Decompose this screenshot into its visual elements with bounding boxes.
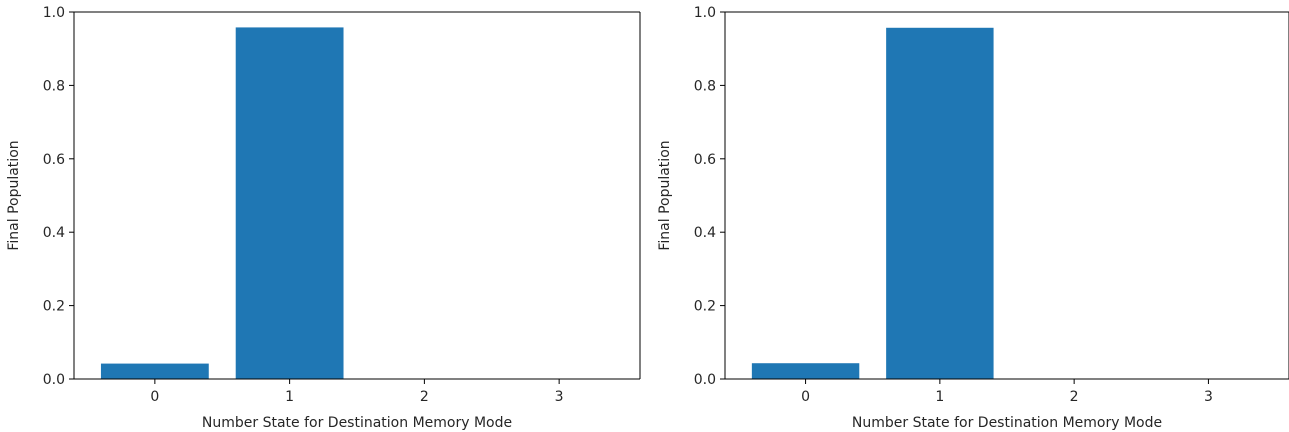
y-tick-label: 0.0 [694, 372, 716, 388]
bar-0 [751, 363, 860, 379]
y-tick-label: 1.0 [43, 5, 65, 21]
y-tick-label: 1.0 [694, 5, 716, 21]
bar-1 [886, 27, 994, 379]
x-tick-label: 1 [285, 389, 294, 405]
y-tick-label: 0.6 [694, 152, 716, 168]
chart-right: 0.0 0.2 0.4 0.6 0.8 1.0 0 1 2 3 Number State for D… [657, 5, 1289, 431]
x-tick-label: 3 [1204, 389, 1213, 405]
bar-0 [100, 363, 209, 379]
y-tick-label: 0.2 [694, 299, 716, 315]
y-tick-label: 0.4 [694, 225, 716, 241]
y-tick-label: 0.2 [43, 299, 65, 315]
x-axis-label: Number State for Destination Memory Mode [202, 415, 512, 431]
y-axis-label: Final Population [6, 140, 22, 250]
x-tick-label: 3 [555, 389, 564, 405]
x-tick-label: 1 [935, 389, 944, 405]
bar-1 [235, 27, 344, 379]
x-tick-label: 0 [150, 389, 159, 405]
y-tick-label: 0.8 [694, 78, 716, 94]
x-tick-label: 2 [420, 389, 429, 405]
x-tick-label: 0 [801, 389, 810, 405]
chart-left: 0.0 0.2 0.4 0.6 0.8 1.0 0 1 2 3 Number State for D… [6, 5, 641, 431]
x-tick-label: 2 [1070, 389, 1079, 405]
y-tick-label: 0.6 [43, 152, 65, 168]
y-tick-label: 0.4 [43, 225, 65, 241]
y-tick-label: 0.8 [43, 78, 65, 94]
y-tick-label: 0.0 [43, 372, 65, 388]
x-axis-label: Number State for Destination Memory Mode [852, 415, 1162, 431]
y-axis-label: Final Population [657, 140, 673, 250]
